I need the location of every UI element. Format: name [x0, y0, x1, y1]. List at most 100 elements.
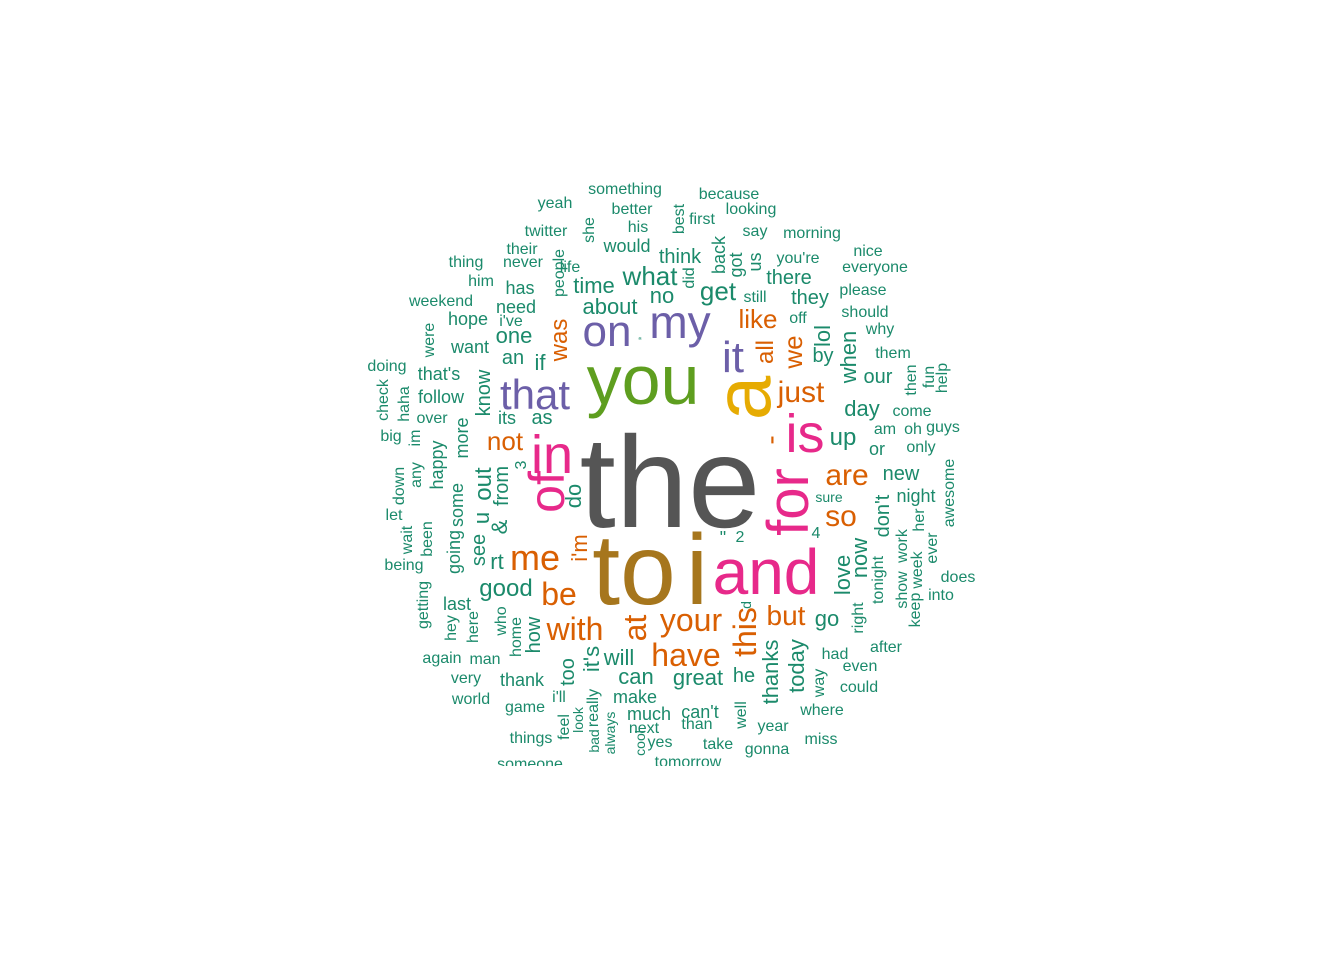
word-160: here: [465, 610, 482, 644]
word-5: and: [712, 536, 820, 608]
word-94: morning: [783, 225, 841, 242]
word-16: have: [651, 637, 721, 673]
word-71: too: [557, 658, 579, 686]
word-6: for: [756, 468, 821, 536]
word-187: their: [506, 241, 538, 258]
word-118: sure: [815, 489, 843, 505]
word-164: world: [451, 691, 491, 708]
word-88: something: [588, 181, 662, 198]
word-42: see: [468, 533, 490, 567]
word-153: look: [570, 707, 586, 733]
word-136: year: [757, 718, 789, 735]
word-172: im: [407, 429, 424, 447]
word-186: never: [502, 254, 544, 271]
word-125: tonight: [870, 555, 887, 605]
word-161: man: [469, 651, 501, 668]
word-92: first: [689, 211, 715, 228]
word-79: as: [531, 407, 553, 429]
word-182: hope: [447, 309, 489, 329]
word-156: things: [509, 730, 553, 747]
word-127: does: [940, 569, 976, 586]
word-35: about: [582, 294, 638, 319]
word-77: been: [419, 521, 436, 557]
word-195: d: [738, 601, 754, 609]
word-62: now: [847, 537, 872, 579]
word-155: game: [504, 699, 546, 716]
word-97: us: [745, 252, 765, 272]
word-124: keep: [907, 592, 924, 628]
word-93: say: [742, 223, 768, 240]
word-128: into: [928, 587, 954, 604]
word-57: our: [863, 366, 893, 388]
word-89: because: [698, 186, 760, 203]
word-177: follow: [417, 387, 465, 407]
word-139: take: [702, 736, 734, 753]
word-90: looking: [725, 201, 777, 218]
word-4: a: [698, 375, 787, 421]
word-22: so: [825, 500, 857, 533]
word-192: 3: [513, 460, 530, 470]
word-129: after: [869, 639, 903, 656]
word-27: we: [778, 335, 808, 369]
word-98: did: [681, 267, 698, 289]
word-126: right: [850, 602, 867, 634]
word-104: please: [839, 282, 887, 299]
word-169: let: [385, 507, 403, 524]
word-194: 4: [811, 525, 821, 542]
word-86: his: [627, 219, 649, 236]
word-166: getting: [415, 580, 432, 630]
word-134: where: [800, 702, 844, 719]
word-19: at: [617, 614, 653, 642]
word-2: i: [685, 514, 709, 626]
word-76: happy: [427, 440, 447, 490]
word-114: guys: [926, 419, 960, 436]
word-108: then: [903, 364, 920, 396]
word-54: when: [836, 330, 861, 384]
word-53: by: [812, 345, 834, 367]
word-20: this: [727, 607, 763, 657]
word-149: cool: [632, 730, 648, 756]
word-1: to: [592, 514, 676, 626]
word-60: don't: [872, 494, 894, 538]
word-0: the: [579, 409, 761, 555]
word-107: them: [875, 345, 911, 362]
word-34: good: [479, 575, 533, 602]
word-43: do: [561, 483, 586, 509]
word-70: how: [523, 616, 545, 654]
word-31: -: [755, 435, 786, 445]
word-25: not: [486, 426, 524, 456]
word-99: you're: [776, 250, 820, 267]
word-8: in: [530, 425, 574, 485]
word-102: nice: [853, 243, 883, 260]
word-181: weekend: [408, 293, 474, 310]
word-12: it: [722, 333, 744, 382]
word-130: had: [821, 646, 849, 663]
word-120: her: [911, 508, 928, 532]
word-180: were: [421, 322, 438, 358]
word-47: know: [473, 369, 495, 417]
word-138: gonna: [744, 741, 790, 758]
word-32: what: [622, 261, 678, 291]
word-38: from: [491, 466, 513, 506]
word-115: or: [868, 439, 886, 459]
word-112: am: [873, 421, 897, 438]
word-40: u: [469, 511, 494, 525]
word-69: it's: [579, 645, 604, 673]
word-116: only: [906, 439, 936, 456]
word-65: thanks: [758, 639, 783, 705]
word-49: think: [658, 246, 702, 268]
word-68: will: [603, 645, 635, 670]
word-183: i've: [499, 313, 523, 330]
word-189: twitter: [524, 223, 568, 240]
word-173: big: [380, 428, 402, 445]
word-11: on: [582, 307, 632, 356]
word-96: got: [726, 252, 746, 278]
word-157: someone: [497, 756, 563, 767]
word-51: they: [791, 287, 829, 309]
word-91: best: [671, 203, 688, 235]
word-83: has: [505, 278, 535, 298]
word-23: just: [777, 376, 825, 409]
word-106: why: [865, 321, 895, 338]
word-64: today: [784, 639, 809, 693]
